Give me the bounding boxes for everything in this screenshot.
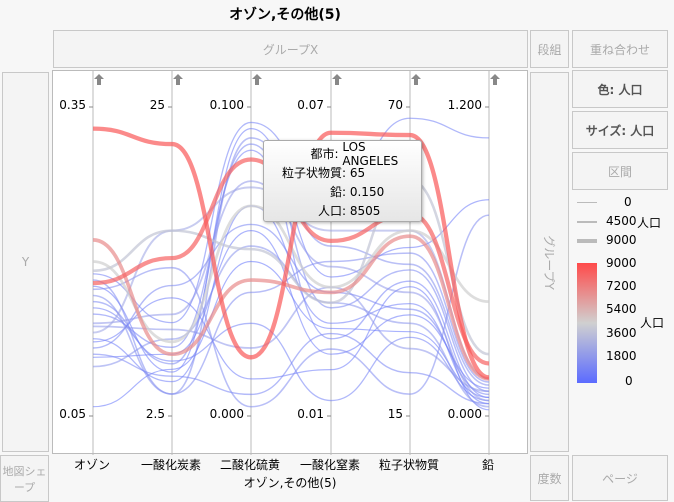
wrap-zone[interactable]: 段組 — [530, 30, 569, 68]
graph-title: オゾン,その他(5) — [229, 7, 341, 23]
tooltip-value: 0.150 — [349, 184, 385, 199]
tooltip-row: 粒子状物質: 65 — [268, 163, 417, 182]
axis-label[interactable]: 鉛 — [481, 458, 494, 472]
axis-tick-label: 0.000 — [209, 407, 244, 421]
reorder-arrow-icon[interactable] — [332, 74, 342, 85]
page-zone[interactable]: ページ — [572, 455, 668, 501]
data-line[interactable] — [92, 332, 490, 405]
tooltip-row: 鉛: 0.150 — [268, 182, 417, 201]
data-line[interactable] — [92, 204, 490, 344]
reorder-arrow-icon[interactable] — [252, 74, 262, 85]
data-line[interactable] — [92, 149, 490, 399]
color-gradient-bar — [577, 263, 597, 383]
overlay-zone[interactable]: 重ね合わせ — [572, 30, 668, 68]
tooltip-value: LOS ANGELES — [342, 139, 399, 168]
axis-tick-label: 15 — [387, 407, 403, 421]
size-value: 0 — [624, 195, 632, 209]
tooltip-key: 都市 — [310, 147, 335, 161]
size-swatch-small — [577, 202, 597, 203]
data-line[interactable] — [92, 286, 490, 411]
data-line-highlighted[interactable] — [92, 126, 490, 380]
data-line[interactable] — [92, 260, 490, 408]
color-tick: 7200 — [606, 279, 637, 293]
data-line[interactable] — [92, 205, 490, 405]
data-line[interactable] — [92, 117, 490, 324]
axis-tick-label: 0.35 — [59, 98, 86, 112]
tooltip: 都市: LOS ANGELES 粒子状物質: 65 鉛: 0.150 人口: 8… — [263, 140, 422, 222]
data-line[interactable] — [92, 286, 490, 393]
data-line[interactable] — [92, 214, 490, 408]
reorder-arrow-icon[interactable] — [411, 74, 421, 85]
size-value: 9000 — [606, 233, 637, 247]
tooltip-key: 鉛 — [329, 185, 342, 199]
group-y-label: グループY — [542, 234, 556, 290]
data-line[interactable] — [92, 307, 490, 402]
reorder-arrow-icon[interactable] — [94, 74, 104, 85]
axis-tick-label: 1.200 — [447, 98, 482, 112]
size-swatch-large — [577, 239, 597, 243]
size-swatch-mid — [577, 221, 597, 223]
data-line[interactable] — [92, 234, 490, 381]
axis-label[interactable]: 二酸化硫黄 — [219, 458, 280, 472]
tooltip-key: 人口 — [317, 204, 342, 218]
color-tick: 0 — [625, 374, 633, 388]
interval-zone[interactable]: 区間 — [572, 152, 668, 190]
axis-tick-label: 70 — [387, 98, 403, 112]
tooltip-row: 人口: 8505 — [268, 201, 417, 220]
axis-tick-label: 0.000 — [447, 407, 482, 421]
color-tick: 1800 — [606, 349, 637, 363]
tooltip-value: 65 — [349, 165, 366, 180]
data-line[interactable] — [92, 180, 490, 402]
color-zone[interactable]: 色: 人口 — [572, 70, 668, 108]
map-shape-zone[interactable]: 地図シェープ — [0, 455, 49, 502]
size-zone[interactable]: サイズ: 人口 — [572, 111, 668, 149]
tooltip-value: 8505 — [349, 203, 381, 218]
y-zone[interactable]: Y — [2, 72, 49, 452]
plot-area[interactable] — [52, 70, 528, 455]
data-line[interactable] — [92, 178, 490, 356]
group-y-zone[interactable]: グループY — [530, 72, 569, 452]
axis-tick-label: 2.5 — [145, 407, 165, 421]
axis-tick-label: 0.100 — [209, 98, 244, 112]
tooltip-row: 都市: LOS ANGELES — [268, 140, 417, 168]
size-value: 4500 — [606, 214, 637, 228]
x-axis-title: オゾン,その他(5) — [243, 476, 337, 490]
color-legend-title: 人口 — [640, 316, 665, 330]
reorder-arrow-icon[interactable] — [173, 74, 183, 85]
tooltip-key: 粒子状物質 — [281, 166, 342, 180]
axis-tick-label: 0.07 — [297, 98, 324, 112]
size-legend-title: 人口 — [637, 216, 662, 230]
axis-tick-label: 25 — [149, 98, 165, 112]
color-tick: 5400 — [606, 302, 637, 316]
axis-tick-label: 0.05 — [59, 407, 86, 421]
color-tick: 3600 — [606, 326, 637, 340]
axis-label[interactable]: 粒子状物質 — [378, 458, 439, 472]
axis-label[interactable]: オゾン — [73, 458, 110, 472]
color-tick: 9000 — [606, 256, 637, 270]
reorder-arrow-icon[interactable] — [490, 74, 500, 85]
freq-zone[interactable]: 度数 — [530, 455, 569, 501]
axis-tick-label: 0.01 — [297, 407, 324, 421]
axis-label[interactable]: 一酸化炭素 — [140, 458, 201, 472]
group-x-zone[interactable]: グループX — [53, 30, 528, 68]
parallel-plot — [89, 71, 500, 455]
axis-label[interactable]: 一酸化窒素 — [299, 458, 360, 472]
